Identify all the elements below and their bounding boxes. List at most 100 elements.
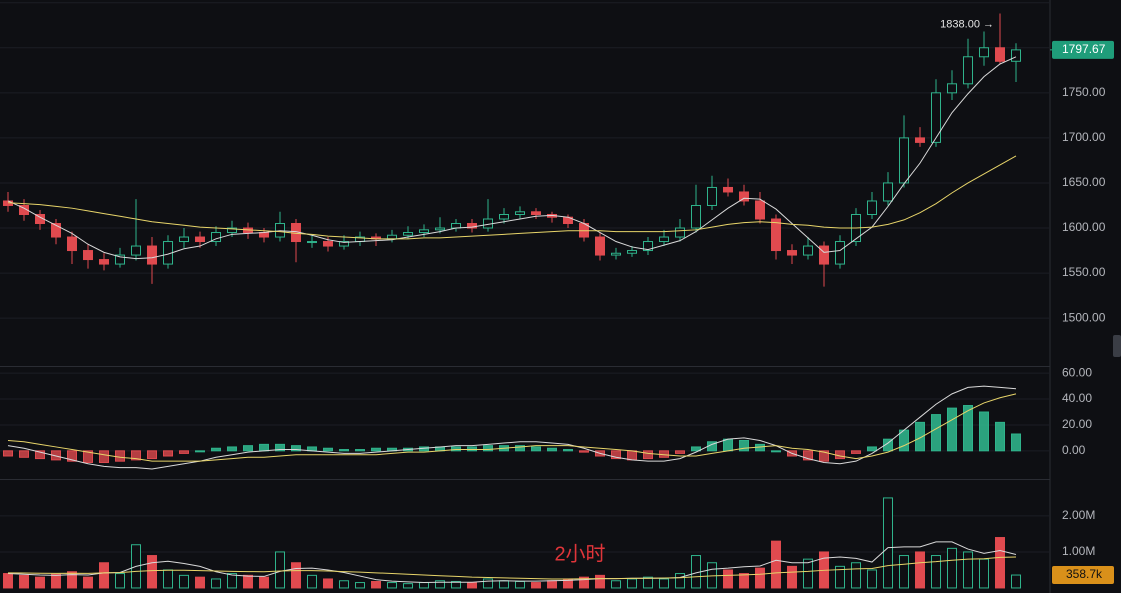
macd-bar — [675, 450, 685, 454]
y-tick-label: 1750.00 — [1062, 85, 1106, 99]
last-price-label: 1797.67 — [1062, 42, 1106, 56]
candle-body — [211, 232, 221, 243]
volume-bar — [195, 576, 205, 589]
candle-body — [339, 241, 349, 247]
macd-bar — [515, 445, 525, 452]
volume-bar — [947, 547, 957, 589]
candle-body — [899, 137, 909, 184]
candle-body — [307, 241, 317, 244]
volume-bar — [115, 573, 125, 589]
volume-bar — [403, 583, 413, 589]
macd-bar — [355, 449, 365, 452]
high-annotation: 1838.00 → — [940, 18, 994, 30]
macd-bar — [851, 450, 861, 454]
volume-bar — [99, 562, 109, 589]
macd-bar — [531, 446, 541, 452]
candle-body — [195, 236, 205, 243]
macd-bar — [371, 447, 381, 452]
candle-body — [19, 204, 29, 215]
watermark: 2小时 — [554, 542, 605, 565]
volume-bar — [931, 555, 941, 589]
macd-bar — [99, 450, 109, 463]
candle-body — [435, 227, 445, 231]
volume-bar — [163, 569, 173, 589]
volume-bar — [483, 578, 493, 589]
macd-dea — [7, 393, 1017, 462]
y-tick-label: 1700.00 — [1062, 130, 1106, 144]
candle-body — [99, 259, 109, 265]
candle-body — [595, 236, 605, 256]
macd-bar — [83, 450, 93, 463]
volume-bar — [67, 571, 77, 589]
volume-bar — [499, 580, 509, 589]
candle-body — [611, 252, 621, 256]
moving-average — [7, 155, 1017, 240]
moving-average — [7, 56, 1017, 260]
candle-body — [723, 186, 733, 193]
macd-bar — [35, 450, 45, 460]
volume-bar — [835, 565, 845, 589]
y-tick-label: 40.00 — [1062, 391, 1092, 405]
macd-bar — [803, 450, 813, 461]
volume-bar — [419, 582, 429, 589]
macd-bar — [547, 447, 557, 452]
volume-bar — [291, 562, 301, 589]
macd-bar — [883, 438, 893, 452]
macd-bar — [611, 450, 621, 460]
macd-bar — [259, 443, 269, 452]
candle-body — [707, 186, 717, 206]
candle-body — [499, 213, 509, 220]
macd-bar — [1011, 433, 1021, 452]
volume-bar — [579, 576, 589, 589]
macd-bar — [3, 450, 13, 457]
volume-bar — [723, 569, 733, 589]
candle-body — [531, 211, 541, 215]
macd-bar — [723, 438, 733, 452]
volume-bar — [355, 582, 365, 589]
macd-bar — [243, 445, 253, 452]
y-tick-label: 1550.00 — [1062, 265, 1106, 279]
macd-bar — [131, 450, 141, 461]
candle-body — [1011, 49, 1021, 62]
macd-bar — [179, 450, 189, 454]
macd-bar — [163, 450, 173, 457]
volume-bar — [83, 576, 93, 589]
volume-bar — [323, 578, 333, 589]
candle-body — [467, 223, 477, 229]
candle-body — [915, 137, 925, 143]
macd-bar — [323, 447, 333, 452]
volume-bar — [867, 569, 877, 589]
macd-bar — [643, 450, 653, 460]
macd-bar — [835, 450, 845, 460]
candle-body — [691, 204, 701, 229]
candle-body — [515, 211, 525, 215]
candle-body — [179, 236, 189, 243]
candle-body — [419, 229, 429, 234]
macd-bar — [147, 450, 157, 460]
volume-tag-label: 358.7k — [1066, 567, 1103, 581]
macd-bar — [771, 450, 781, 453]
volume-bar — [227, 573, 237, 589]
volume-bar — [995, 537, 1005, 589]
side-handle[interactable] — [1113, 335, 1121, 357]
candle-body — [787, 250, 797, 256]
candle-body — [659, 236, 669, 243]
y-tick-label: 1650.00 — [1062, 175, 1106, 189]
macd-bar — [467, 446, 477, 452]
candle-body — [739, 191, 749, 202]
volume-ma — [7, 541, 1017, 584]
volume-bar — [515, 580, 525, 589]
volume-bar — [899, 555, 909, 589]
candle-body — [131, 245, 141, 256]
candle-body — [83, 250, 93, 261]
macd-bar — [739, 439, 749, 452]
volume-bar — [595, 574, 605, 589]
volume-bar — [467, 582, 477, 589]
macd-bar — [915, 421, 925, 452]
candle-body — [771, 218, 781, 252]
volume-bar — [611, 580, 621, 589]
candle-body — [931, 92, 941, 143]
volume-bar — [643, 576, 653, 589]
candle-body — [835, 241, 845, 265]
